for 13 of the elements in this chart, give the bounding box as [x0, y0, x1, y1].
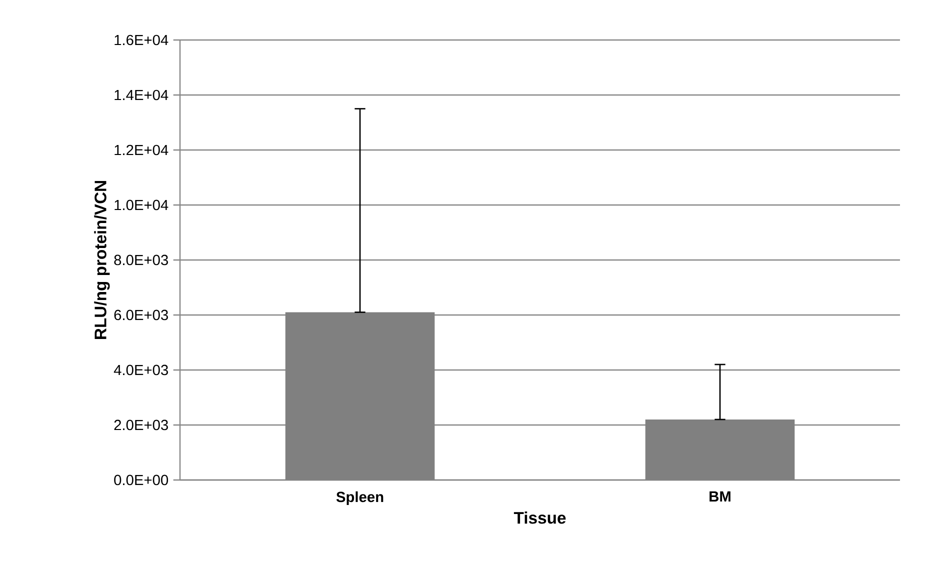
y-tick-label: 2.0E+03: [114, 420, 168, 430]
y-tick-label: 8.0E+03: [114, 254, 168, 266]
x-tick-label: Spleen: [336, 491, 384, 506]
x-tick-label: BM: [710, 491, 730, 502]
y-tick-label: 1.6E+04: [114, 34, 168, 46]
y-tick-label: 1.4E+04: [114, 90, 168, 100]
x-axis-title: Tissue: [514, 512, 566, 524]
y-tick-label: 0.0E+00: [114, 474, 168, 486]
y-tick-label: 1.0E+04: [114, 200, 168, 210]
y-tick-label: 6.0E+03: [114, 310, 168, 320]
y-tick-label: 1.2E+04: [114, 144, 168, 156]
y-tick-label: 4.0E+03: [114, 364, 168, 376]
y-axis-title: RLU/ng protein/VCN: [94, 181, 110, 339]
